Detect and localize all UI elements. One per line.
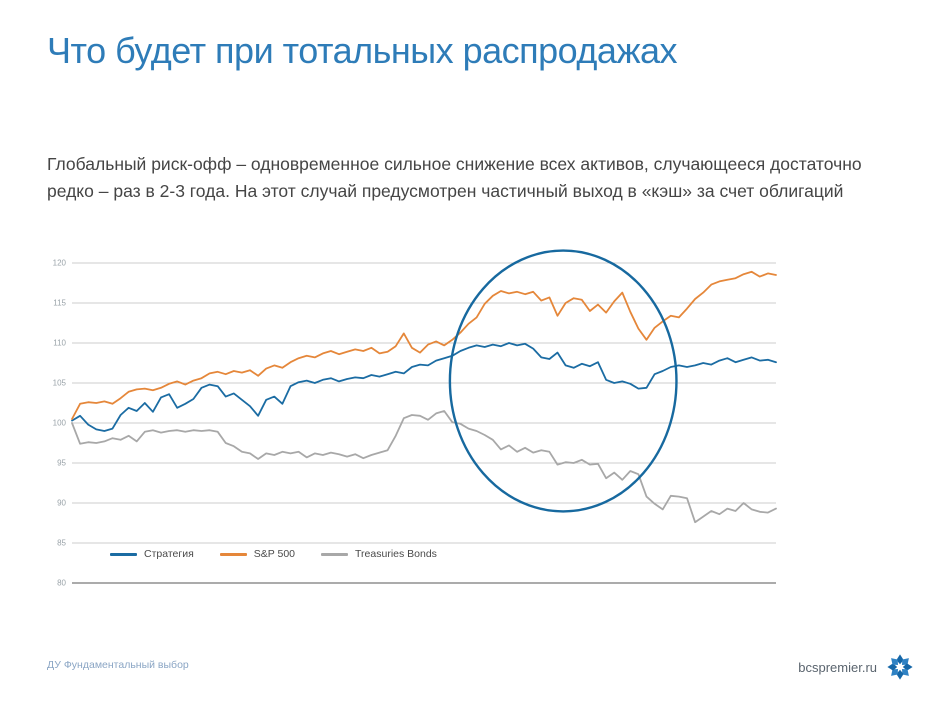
svg-text:95: 95 xyxy=(57,459,66,468)
legend-label-strategy: Стратегия xyxy=(144,548,194,560)
svg-text:120: 120 xyxy=(53,259,67,268)
chart-legend: Стратегия S&P 500 Treasuries Bonds xyxy=(110,548,437,560)
subtitle-line-1: Глобальный риск-офф – одновременное силь… xyxy=(47,154,862,174)
legend-item-sp500: S&P 500 xyxy=(219,548,296,560)
legend-swatch-strategy-icon xyxy=(110,552,137,556)
legend-item-treasuries: Treasuries Bonds xyxy=(321,548,437,560)
legend-swatch-sp500-icon xyxy=(219,552,247,556)
svg-text:105: 105 xyxy=(53,379,67,388)
bcs-snowflake-logo-icon xyxy=(887,654,913,680)
svg-text:100: 100 xyxy=(53,419,67,428)
svg-text:110: 110 xyxy=(53,339,66,348)
legend-swatch-treasuries-icon xyxy=(321,552,349,556)
slide-title: Что будет при тотальных распродажах xyxy=(47,30,678,71)
legend-item-strategy: Стратегия xyxy=(110,548,194,560)
svg-text:115: 115 xyxy=(53,299,66,308)
svg-text:80: 80 xyxy=(57,579,66,588)
legend-label-treasuries: Treasuries Bonds xyxy=(355,548,437,560)
footer-site-label: bcspremier.ru xyxy=(798,659,877,675)
slide-subtitle: Глобальный риск-офф – одновременное силь… xyxy=(47,151,917,205)
footer-right: bcspremier.ru xyxy=(798,653,914,681)
svg-text:90: 90 xyxy=(57,499,66,508)
legend-label-sp500: S&P 500 xyxy=(253,548,296,560)
footer-product-label: ДУ Фундаментальный выбор xyxy=(47,659,189,671)
subtitle-line-2: редко – раз в 2-3 года. На этот случай п… xyxy=(47,181,844,201)
svg-text:85: 85 xyxy=(57,539,66,548)
